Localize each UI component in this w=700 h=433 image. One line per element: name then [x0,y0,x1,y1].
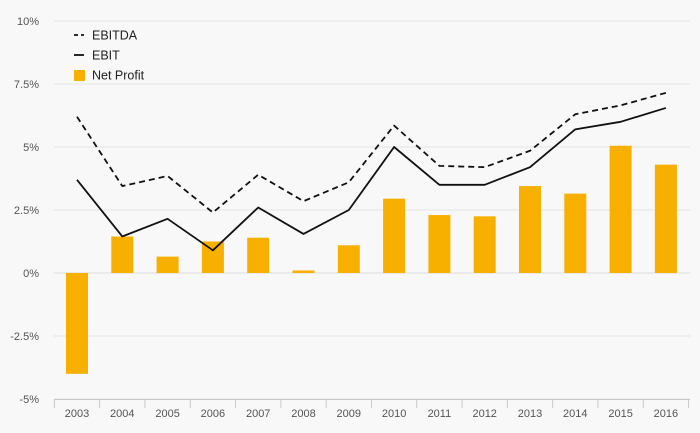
y-tick-label: 7.5% [14,79,39,91]
legend-item-ebitda[interactable]: EBITDA [74,29,138,43]
x-tick-label: 2013 [518,408,542,420]
x-tick-label: 2004 [110,408,134,420]
x-tick-label: 2005 [155,408,179,420]
line-series [76,91,667,252]
x-tick-label: 2014 [563,408,587,420]
legend-item-ebit[interactable]: EBIT [74,49,120,63]
legend-item-net-profit[interactable]: Net Profit [74,69,145,83]
y-tick-label: -2.5% [10,331,39,343]
bar-net-profit[interactable] [654,164,677,273]
bar-net-profit[interactable] [428,215,451,273]
gridlines [54,20,690,400]
x-tick-label: 2003 [65,408,89,420]
bar-net-profit[interactable] [247,237,270,273]
x-tick-label: 2015 [608,408,632,420]
bar-net-profit[interactable] [111,236,134,273]
legend-label-ebitda: EBITDA [92,29,138,43]
bar-net-profit[interactable] [564,193,587,273]
x-tick-label: 2010 [382,408,406,420]
legend-label-net-profit: Net Profit [92,69,145,83]
x-tick-label: 2009 [337,408,361,420]
legend-label-ebit: EBIT [92,49,120,63]
x-tick-label: 2012 [472,408,496,420]
net-profit-bars [66,145,677,374]
bar-net-profit[interactable] [156,256,179,273]
bar-net-profit[interactable] [383,198,406,273]
bar-net-profit[interactable] [66,273,88,374]
line-ebit[interactable] [76,107,667,252]
x-tick-label: 2011 [428,408,452,420]
y-tick-label: 5% [23,142,39,154]
x-tick-label: 2008 [291,408,315,420]
bar-net-profit[interactable] [201,241,224,274]
y-tick-label: 2.5% [14,205,39,217]
y-tick-label: 10% [17,16,39,28]
legend-swatch-net-profit [74,70,85,81]
y-tick-label: 0% [23,268,39,280]
bar-net-profit[interactable] [337,245,360,273]
legend: EBITDA EBIT Net Profit [74,29,145,83]
bar-net-profit[interactable] [292,270,315,273]
bar-net-profit[interactable] [473,216,496,273]
x-tick-label: 2016 [654,408,678,420]
line-ebitda[interactable] [76,91,667,214]
x-tick-label: 2007 [246,408,270,420]
bar-net-profit[interactable] [519,186,541,273]
axes: 10% 7.5% 5% 2.5% 0% -2.5% -5% 2003 2004 2005 2006 2… [10,16,690,420]
bar-net-profit[interactable] [609,145,632,273]
x-tick-label: 2006 [201,408,225,420]
y-tick-label: -5% [19,394,39,406]
